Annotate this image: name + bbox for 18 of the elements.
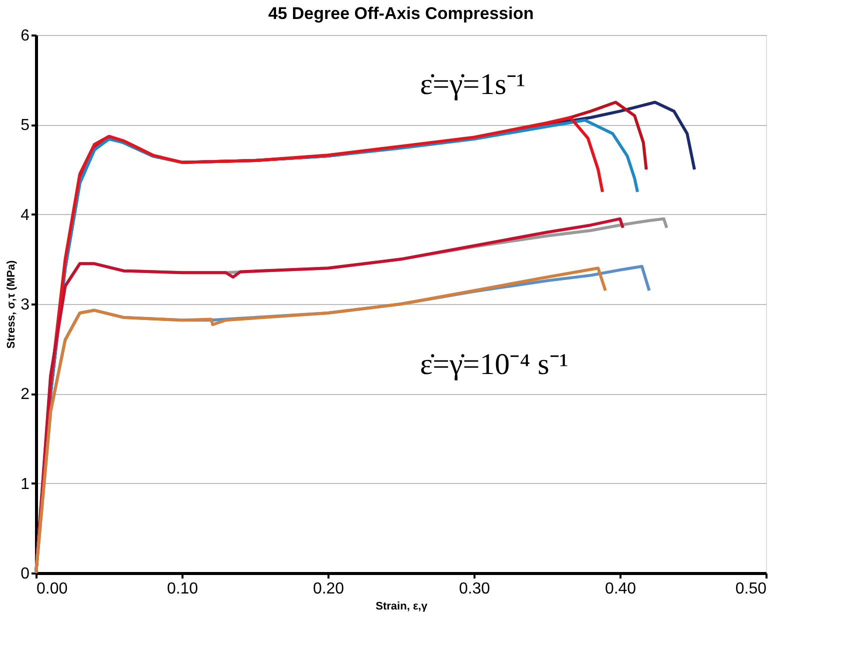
x-tick-label: 0.00 bbox=[36, 580, 68, 598]
y-tick-label: 1 bbox=[20, 476, 30, 493]
y-axis-title: Stress, σ,τ (MPa) bbox=[6, 260, 18, 349]
x-tick-label: 0.10 bbox=[166, 580, 198, 598]
y-tick-label: 2 bbox=[20, 386, 30, 404]
y-tick-label: 6 bbox=[20, 28, 30, 44]
annotation: ε̇=γ̇=1s⁻¹ bbox=[420, 68, 526, 101]
x-tick-label: 0.40 bbox=[604, 580, 636, 598]
y-tick-label: 4 bbox=[20, 206, 30, 224]
x-tick-label: 0.30 bbox=[458, 580, 490, 598]
x-tick-label: 0.20 bbox=[312, 580, 344, 598]
chart-title: 45 Degree Off-Axis Compression bbox=[268, 4, 534, 23]
annotation: ε̇=γ̇=10⁻⁴ s⁻¹ bbox=[420, 348, 568, 381]
y-tick-label: 0 bbox=[20, 566, 30, 582]
y-tick-label: 5 bbox=[20, 117, 30, 134]
x-axis-title: Strain, ε,γ bbox=[376, 600, 428, 612]
x-tick-label: 0.50 bbox=[735, 580, 767, 598]
y-tick-label: 3 bbox=[20, 296, 30, 314]
